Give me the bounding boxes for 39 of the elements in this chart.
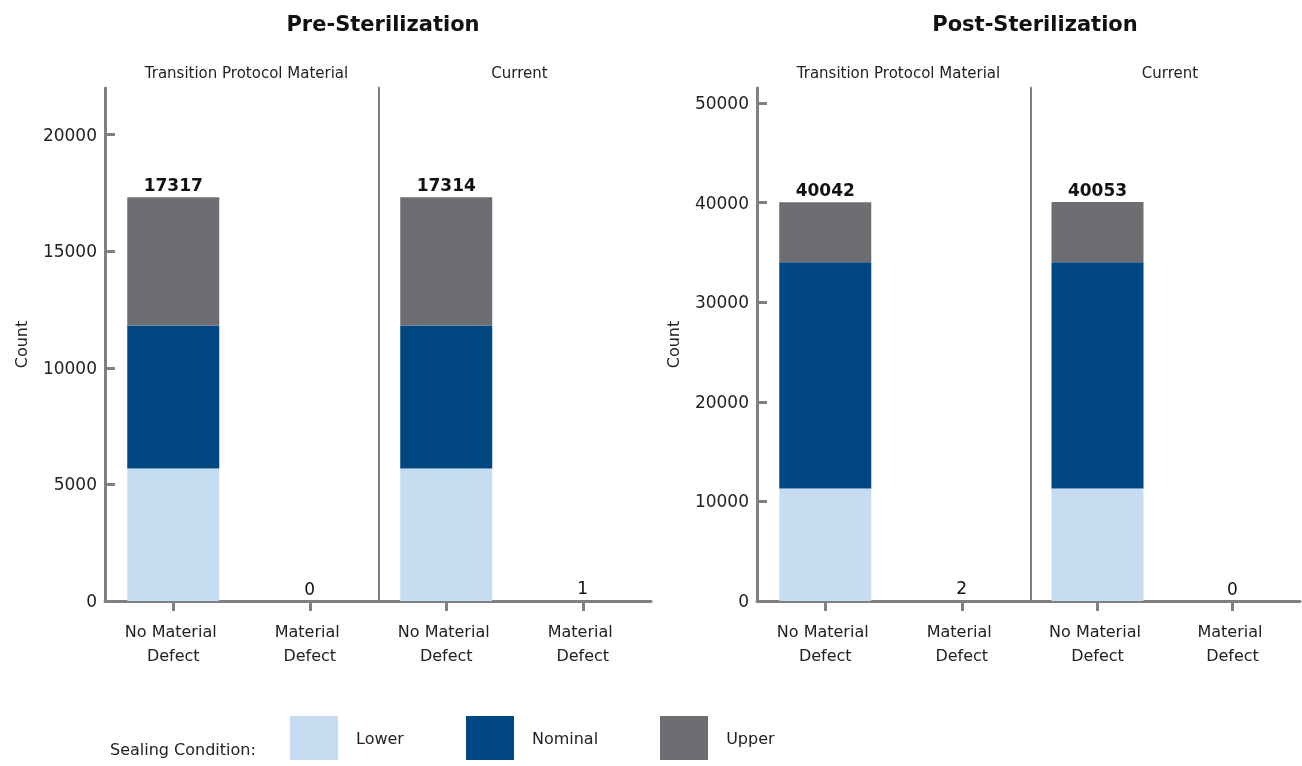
x-tick-label: No Material Defect (776, 621, 874, 665)
chart-title: Post-Sterilization (932, 11, 1138, 36)
y-tick-label: 0 (86, 591, 97, 611)
y-tick-label: 0 (738, 591, 749, 611)
x-tick-label: No Material Defect (1049, 621, 1146, 665)
total-label: 0 (1227, 578, 1238, 599)
total-label: 1 (577, 578, 589, 599)
x-tick-label: Material Defect (274, 621, 345, 665)
y-axis-title: Count (11, 320, 31, 369)
total-label: 0 (304, 578, 316, 599)
total-label: 17317 (143, 174, 203, 195)
chart-subtitle: Transition Protocol Material (143, 63, 349, 82)
text: Upper (726, 728, 775, 748)
chart-title: Pre-Sterilization (286, 11, 480, 36)
y-tick-label: 20000 (694, 391, 749, 412)
legend-title: Sealing Condition: (110, 739, 256, 759)
y-tick-label: 20000 (42, 124, 97, 145)
x-tick-label: Material Defect (1197, 621, 1268, 665)
x-tick-label: No Material Defect (124, 621, 222, 665)
chart-subtitle: Current (491, 63, 548, 82)
y-tick-label: 5000 (53, 474, 97, 495)
y-tick-label: 10000 (42, 357, 97, 378)
total-label: 40042 (795, 179, 855, 200)
y-tick-label: 10000 (694, 491, 749, 512)
y-tick-label: 50000 (694, 92, 749, 113)
y-tick-label: 15000 (42, 241, 97, 262)
y-tick-label: 30000 (694, 292, 749, 313)
y-axis-title: Count (663, 320, 683, 369)
x-tick-label: No Material Defect (397, 621, 495, 665)
chart-subtitle: Transition Protocol Material (795, 63, 1001, 82)
total-label: 17314 (416, 174, 476, 195)
x-tick-label: Material Defect (547, 621, 618, 665)
total-label: 2 (956, 578, 968, 599)
text: Lower (356, 728, 404, 748)
text: Nominal (531, 728, 599, 748)
x-tick-label: Material Defect (926, 621, 997, 665)
y-tick-label: 40000 (694, 192, 749, 213)
chart-subtitle: Current (1141, 63, 1199, 82)
total-label: 40053 (1067, 179, 1128, 200)
